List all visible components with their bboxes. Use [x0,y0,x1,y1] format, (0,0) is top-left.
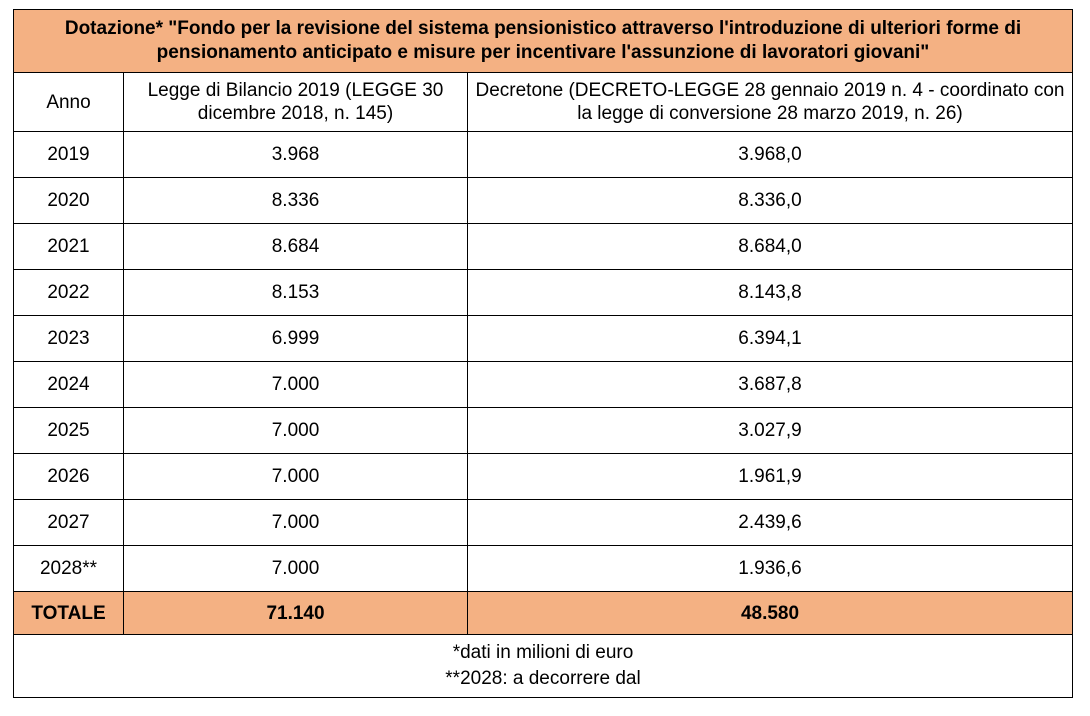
table-row: 2027 7.000 2.439,6 [13,499,1073,546]
cell-budget-law: 6.999 [123,315,468,362]
footnote-units: *dati in milioni di euro [452,642,634,663]
table-row: 2021 8.684 8.684,0 [13,223,1073,270]
table-row: 2025 7.000 3.027,9 [13,407,1073,454]
cell-budget-law: 8.684 [123,223,468,270]
cell-budget-law: 8.336 [123,177,468,224]
header-row: Anno Legge di Bilancio 2019 (LEGGE 30 di… [13,72,1073,132]
cell-year: 2024 [13,361,124,408]
cell-decretone: 3.968,0 [467,131,1073,178]
table-row: 2024 7.000 3.687,8 [13,361,1073,408]
header-year: Anno [13,72,124,132]
cell-budget-law: 7.000 [123,407,468,454]
cell-year: 2020 [13,177,124,224]
header-budget-law: Legge di Bilancio 2019 (LEGGE 30 dicembr… [123,72,468,132]
cell-year: 2022 [13,269,124,316]
table-container: Dotazione* "Fondo per la revisione del s… [13,9,1073,698]
cell-decretone: 1.936,6 [467,545,1073,592]
cell-year: 2025 [13,407,124,454]
cell-budget-law: 8.153 [123,269,468,316]
table-row: 2020 8.336 8.336,0 [13,177,1073,224]
table-row: 2026 7.000 1.961,9 [13,453,1073,500]
cell-decretone: 1.961,9 [467,453,1073,500]
total-budget-law: 71.140 [123,591,468,635]
cell-decretone: 8.143,8 [467,269,1073,316]
header-decretone: Decretone (DECRETO-LEGGE 28 gennaio 2019… [467,72,1073,132]
cell-budget-law: 7.000 [123,499,468,546]
footnotes: *dati in milioni di euro **2028: a decor… [13,634,1073,698]
table-row: 2019 3.968 3.968,0 [13,131,1073,178]
cell-budget-law: 7.000 [123,453,468,500]
table-row: 2028** 7.000 1.936,6 [13,545,1073,592]
cell-year: 2026 [13,453,124,500]
cell-decretone: 2.439,6 [467,499,1073,546]
cell-year: 2019 [13,131,124,178]
cell-decretone: 8.336,0 [467,177,1073,224]
table-row: 2022 8.153 8.143,8 [13,269,1073,316]
cell-year: 2027 [13,499,124,546]
cell-decretone: 8.684,0 [467,223,1073,270]
footnote-2028: **2028: a decorrere dal [445,668,641,689]
footnote-row: *dati in milioni di euro **2028: a decor… [13,634,1073,698]
cell-year: 2021 [13,223,124,270]
cell-decretone: 3.027,9 [467,407,1073,454]
cell-budget-law: 7.000 [123,545,468,592]
total-row: TOTALE 71.140 48.580 [13,591,1073,635]
total-decretone: 48.580 [467,591,1073,635]
pension-fund-table: Dotazione* "Fondo per la revisione del s… [13,9,1073,698]
cell-budget-law: 3.968 [123,131,468,178]
cell-year: 2028** [13,545,124,592]
cell-year: 2023 [13,315,124,362]
cell-budget-law: 7.000 [123,361,468,408]
table-row: 2023 6.999 6.394,1 [13,315,1073,362]
table-title: Dotazione* "Fondo per la revisione del s… [13,9,1073,73]
cell-decretone: 3.687,8 [467,361,1073,408]
title-row: Dotazione* "Fondo per la revisione del s… [13,9,1073,73]
cell-decretone: 6.394,1 [467,315,1073,362]
total-label: TOTALE [13,591,124,635]
